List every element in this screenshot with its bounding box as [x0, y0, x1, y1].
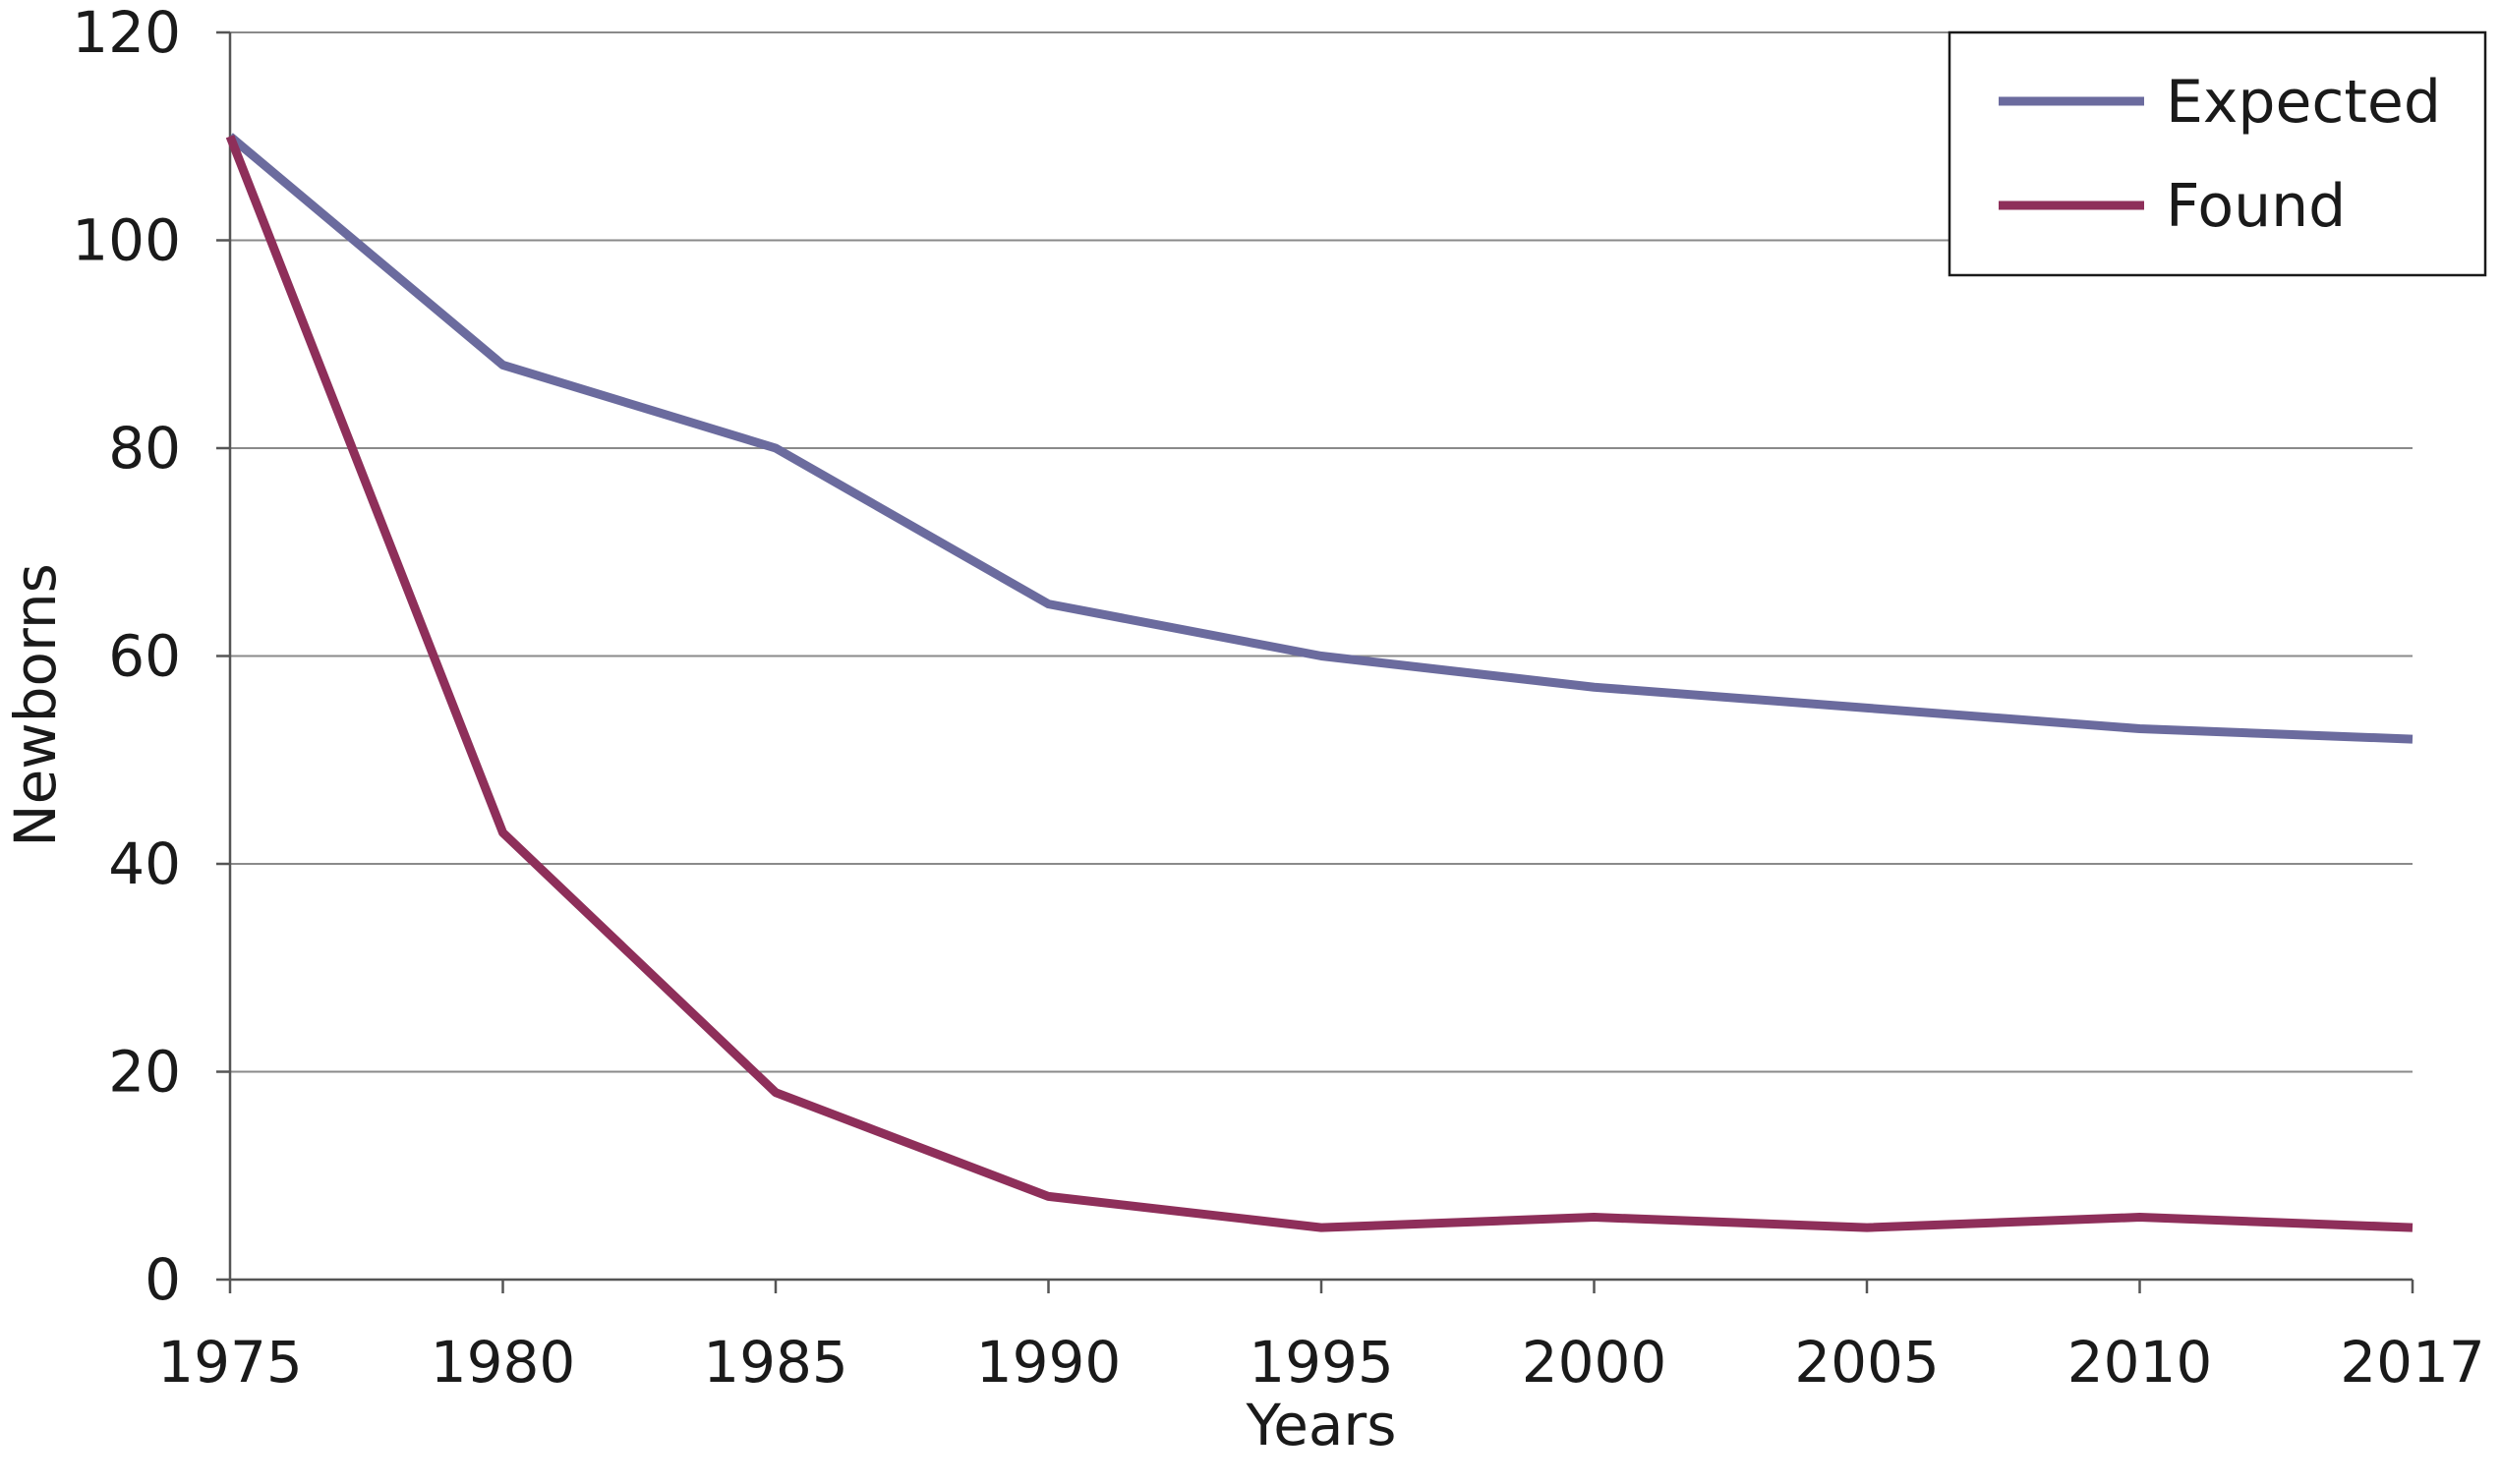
y-tick-label: 0 [145, 1246, 181, 1313]
y-axis-title: Newborns [2, 563, 69, 847]
y-tick-label: 80 [108, 415, 181, 482]
axes [216, 30, 2414, 1293]
x-tick-label: 1985 [703, 1329, 848, 1396]
x-tick-label: 2010 [2067, 1329, 2213, 1396]
series-line-expected [227, 133, 2414, 744]
tick-labels: 0 20 40 60 80 100 120 1975 1980 1985 1990 1995 2000 2… [72, 0, 2485, 1396]
x-axis-title: Years [1245, 1392, 1396, 1458]
legend-label-expected: Expected [2166, 68, 2441, 137]
y-tick-label: 40 [108, 830, 181, 897]
legend-box [1948, 30, 2487, 277]
y-tick-label: 100 [72, 207, 181, 274]
legend-label-found: Found [2166, 172, 2346, 241]
x-tick-label: 1975 [157, 1329, 303, 1396]
x-tick-label: 1990 [976, 1329, 1122, 1396]
series-lines [225, 133, 2414, 1232]
y-tick-label: 20 [108, 1039, 181, 1106]
series-line-found [225, 135, 2414, 1232]
y-tick-label: 120 [72, 0, 181, 66]
x-tick-label: 2000 [1522, 1329, 1667, 1396]
x-tick-label: 2017 [2340, 1329, 2485, 1396]
y-tick-label: 60 [108, 623, 181, 690]
x-tick-label: 1995 [1249, 1329, 1394, 1396]
x-tick-label: 2005 [1794, 1329, 1940, 1396]
x-tick-label: 1980 [431, 1329, 576, 1396]
legend: Expected Found [1948, 30, 2487, 277]
